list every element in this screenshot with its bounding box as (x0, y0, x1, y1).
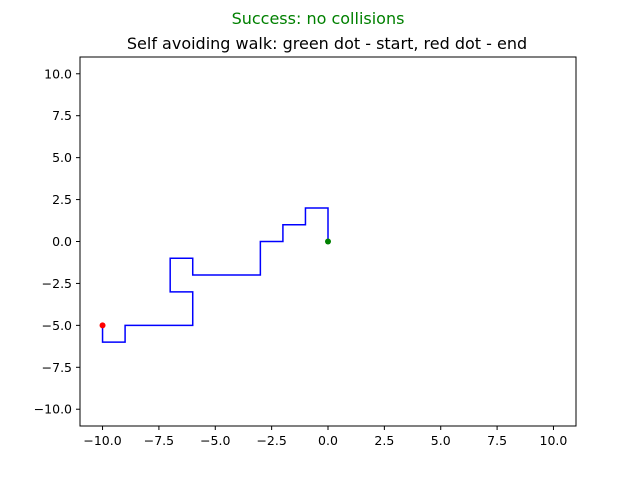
y-tick-label: 5.0 (52, 150, 72, 165)
x-tick-label: 10.0 (540, 433, 568, 448)
x-tick-label: 7.5 (487, 433, 507, 448)
x-tick-label: −2.5 (256, 433, 286, 448)
x-tick-label: −7.5 (144, 433, 174, 448)
x-tick-label: 0.0 (318, 433, 338, 448)
x-tick-label: −10.0 (83, 433, 121, 448)
y-tick-label: 0.0 (52, 234, 72, 249)
y-tick-label: −2.5 (42, 276, 72, 291)
y-tick-label: 2.5 (52, 192, 72, 207)
chart-title: Self avoiding walk: green dot - start, r… (127, 34, 527, 53)
walk-layer (101, 207, 329, 343)
end-marker (99, 322, 106, 329)
start-marker (325, 238, 331, 245)
y-axis: −10.0 −7.5 −5.0 −2.5 0.0 2.5 5.0 7.5 10.0 (34, 66, 80, 417)
y-tick-label: 10.0 (44, 66, 72, 81)
marker-layer (99, 238, 331, 329)
x-axis: −10.0 −7.5 −5.0 −2.5 0.0 2.5 5.0 7.5 10.0 (83, 426, 567, 448)
x-tick-label: 5.0 (431, 433, 451, 448)
y-tick-label: 7.5 (52, 108, 72, 123)
x-tick-label: 2.5 (374, 433, 394, 448)
plot-area (79, 56, 577, 427)
y-tick-label: −10.0 (34, 402, 72, 417)
y-tick-label: −5.0 (42, 318, 72, 333)
suptitle: Success: no collisions (232, 9, 405, 28)
walk-line (101, 207, 329, 343)
x-tick-label: −5.0 (200, 433, 230, 448)
y-tick-label: −7.5 (42, 360, 72, 375)
